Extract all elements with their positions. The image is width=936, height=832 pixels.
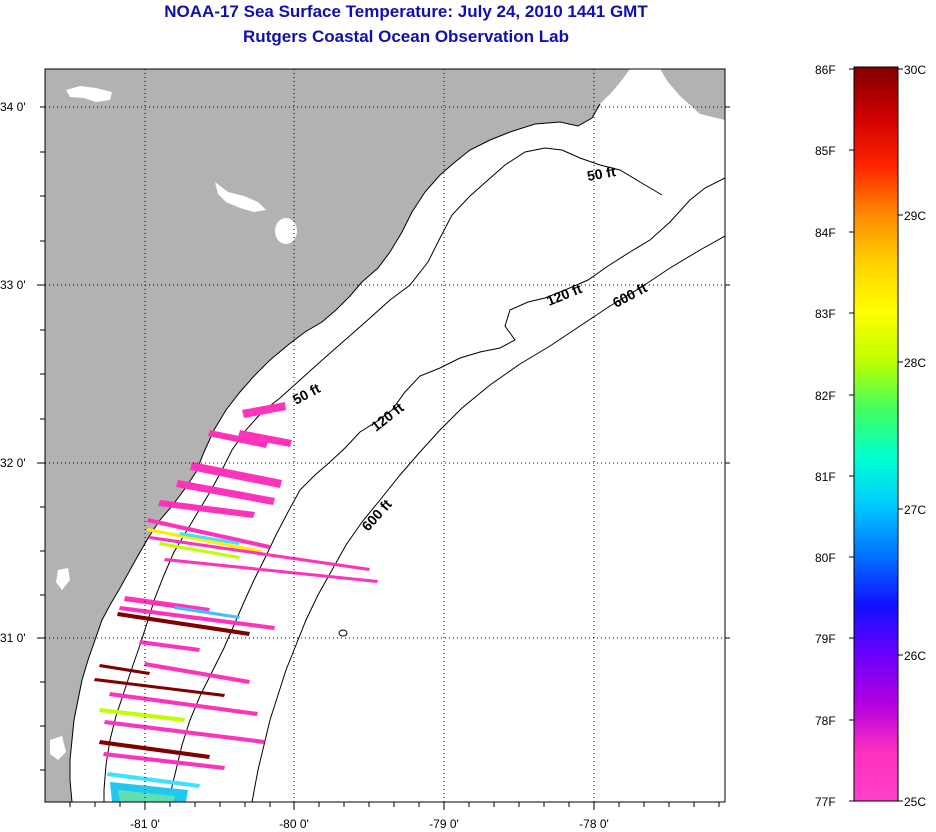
lon-label: -80 0'	[279, 817, 309, 831]
colorbar-f-label: 79F	[815, 632, 836, 646]
sst-swath	[238, 430, 292, 447]
inland-lake	[275, 218, 297, 244]
inland-water	[215, 182, 266, 212]
inland-water	[56, 568, 70, 590]
sst-pixel-swaths	[94, 402, 378, 802]
contour-label: 50 ft	[586, 163, 617, 184]
sst-swath	[103, 752, 225, 770]
land-mass	[660, 69, 725, 120]
sst-swath	[176, 480, 275, 505]
sst-swath	[190, 462, 282, 488]
sst-swath	[144, 662, 250, 684]
grid-lines	[45, 69, 725, 802]
lat-label: 32 0'	[0, 456, 26, 470]
sst-swath	[242, 402, 286, 418]
sst-swath	[149, 536, 370, 571]
colorbar-c-label: 29C	[904, 209, 927, 223]
land-mass	[45, 69, 630, 802]
colorbar-f-label: 86F	[815, 63, 836, 77]
colorbar-c-label: 25C	[904, 795, 927, 809]
lon-label: -81 0'	[130, 817, 160, 831]
colorbar-f-label: 78F	[815, 714, 836, 728]
sst-swath	[99, 740, 210, 759]
sst-swath	[94, 678, 225, 697]
sst-swath	[147, 518, 270, 549]
sst-swath	[208, 430, 268, 448]
colorbar-c-label: 26C	[904, 649, 927, 663]
colorbar-f-label: 81F	[815, 470, 836, 484]
map-title: NOAA-17 Sea Surface Temperature: July 24…	[164, 2, 648, 21]
colorbar-f-label: 82F	[815, 389, 836, 403]
sst-swath	[117, 612, 250, 636]
seamount-contour	[338, 629, 348, 637]
lat-label: 31 0'	[0, 631, 26, 645]
inland-water	[50, 736, 66, 760]
sst-swath	[174, 606, 240, 619]
colorbar-c-label: 30C	[904, 63, 927, 77]
lon-label: -79 0'	[429, 817, 459, 831]
contour-50ft	[103, 147, 663, 802]
sst-swath	[159, 542, 240, 559]
sst-swath	[99, 664, 150, 675]
sst-swath	[179, 532, 240, 545]
colorbar-c-label: 28C	[904, 356, 927, 370]
colorbar-f-label: 83F	[815, 307, 836, 321]
colorbar-f-label: 80F	[815, 551, 836, 565]
map-subtitle: Rutgers Coastal Ocean Observation Lab	[243, 27, 569, 46]
sst-swath	[158, 500, 255, 518]
inland-water	[614, 72, 672, 154]
sst-swath	[147, 528, 262, 553]
colorbar-f-label: 77F	[815, 795, 836, 809]
sst-swath	[119, 606, 275, 630]
sst-swath	[99, 708, 185, 722]
coastline	[69, 103, 601, 802]
colorbar-f-label: 84F	[815, 226, 836, 240]
sst-swath	[104, 720, 265, 744]
sst-swath	[109, 692, 258, 716]
frame-ticks	[37, 106, 730, 810]
colorbar-frame	[853, 66, 899, 802]
contour-120ft	[167, 177, 725, 802]
colorbar-c-label: 27C	[904, 503, 927, 517]
colorbar-ticks	[849, 68, 903, 802]
colorbar-f-label: 85F	[815, 144, 836, 158]
sst-swath	[164, 558, 378, 583]
lat-label: 34 0'	[0, 100, 26, 114]
lon-label: -78 0'	[579, 817, 609, 831]
sst-swath	[107, 772, 200, 788]
colorbar	[854, 67, 898, 801]
sst-swath	[139, 640, 200, 652]
contour-600ft	[251, 235, 725, 802]
sst-swath	[118, 790, 175, 802]
map-frame	[44, 68, 726, 803]
inland-water	[66, 86, 112, 102]
lat-label: 33 0'	[0, 278, 26, 292]
